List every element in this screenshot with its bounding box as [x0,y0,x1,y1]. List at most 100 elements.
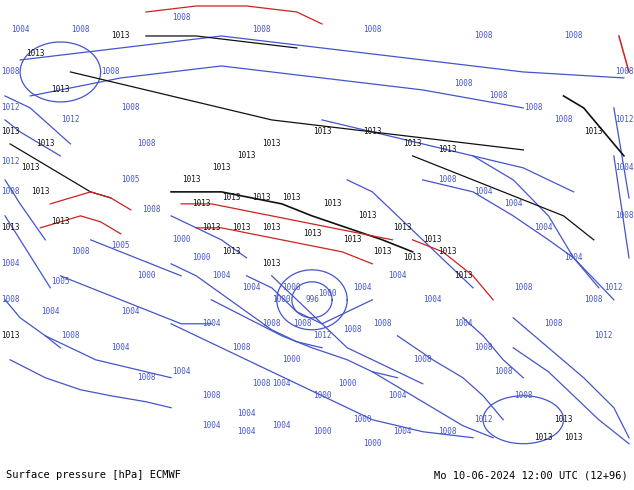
Text: 996: 996 [305,295,319,304]
Text: 1004: 1004 [504,199,522,208]
Text: 1008: 1008 [137,140,155,148]
Text: 1013: 1013 [222,194,241,202]
Text: 1000: 1000 [313,391,332,400]
Text: 1008: 1008 [615,211,633,220]
Text: 1008: 1008 [564,31,583,41]
Text: 1013: 1013 [202,223,221,232]
Text: 1013: 1013 [232,223,251,232]
Text: 1004: 1004 [424,295,442,304]
Text: 1000: 1000 [137,271,155,280]
Text: 1008: 1008 [101,68,120,76]
Text: 1005: 1005 [51,277,70,286]
Text: 1008: 1008 [494,368,512,376]
Text: 1012: 1012 [474,415,492,424]
Text: 1008: 1008 [489,92,507,100]
Text: 1013: 1013 [454,271,472,280]
Text: 1000: 1000 [273,295,291,304]
Text: 1013: 1013 [262,259,281,269]
Text: 1008: 1008 [439,427,457,436]
Text: 1000: 1000 [313,427,332,436]
Text: 1004: 1004 [112,343,130,352]
Text: 1013: 1013 [363,127,382,136]
Text: 1013: 1013 [237,151,256,160]
Text: 1004: 1004 [11,25,29,34]
Text: 1012: 1012 [605,283,623,293]
Text: 1013: 1013 [534,433,553,442]
Text: 1004: 1004 [454,319,472,328]
Text: 1008: 1008 [1,187,19,196]
Text: 1004: 1004 [202,319,221,328]
Text: 1012: 1012 [313,331,332,340]
Text: 1013: 1013 [192,199,210,208]
Text: 1008: 1008 [1,295,19,304]
Text: 1008: 1008 [142,205,160,214]
Text: 1000: 1000 [318,289,336,298]
Text: 1013: 1013 [51,85,70,95]
Text: 1013: 1013 [36,140,55,148]
Text: 1008: 1008 [615,68,633,76]
Text: 1004: 1004 [122,307,140,316]
Text: 1013: 1013 [554,415,573,424]
Text: Surface pressure [hPa] ECMWF: Surface pressure [hPa] ECMWF [6,470,181,480]
Text: 1013: 1013 [393,223,412,232]
Text: 1013: 1013 [21,163,39,172]
Text: 1013: 1013 [1,223,19,232]
Text: 1005: 1005 [112,242,130,250]
Text: 1012: 1012 [61,116,80,124]
Text: 1004: 1004 [1,259,19,269]
Text: 1008: 1008 [262,319,281,328]
Text: 1004: 1004 [273,421,291,430]
Text: 1008: 1008 [544,319,563,328]
Text: 1008: 1008 [363,25,382,34]
Text: 1013: 1013 [262,140,281,148]
Text: 1013: 1013 [403,253,422,262]
Text: 1008: 1008 [71,25,90,34]
Text: 1008: 1008 [343,325,361,334]
Text: 1013: 1013 [222,247,241,256]
Text: 1013: 1013 [313,127,332,136]
Text: 1013: 1013 [424,235,442,245]
Text: 1012: 1012 [1,157,19,167]
Text: 1013: 1013 [564,433,583,442]
Text: 1004: 1004 [393,427,412,436]
Text: 1008: 1008 [61,331,80,340]
Text: 1013: 1013 [182,175,200,184]
Text: 1008: 1008 [514,283,533,293]
Text: 1000: 1000 [338,379,356,388]
Text: 1013: 1013 [343,235,361,245]
Text: 1012: 1012 [595,331,613,340]
Text: 1008: 1008 [554,116,573,124]
Text: 1008: 1008 [293,319,311,328]
Text: 1005: 1005 [122,175,140,184]
Text: 1013: 1013 [262,223,281,232]
Text: 1013: 1013 [439,247,457,256]
Text: 1008: 1008 [252,25,271,34]
Text: 1013: 1013 [112,31,130,41]
Text: 1000: 1000 [192,253,210,262]
Text: 1008: 1008 [413,355,432,364]
Text: 1004: 1004 [237,427,256,436]
Text: 1004: 1004 [564,253,583,262]
Text: 1013: 1013 [323,199,341,208]
Text: 1012: 1012 [615,116,633,124]
Text: 1013: 1013 [1,331,19,340]
Text: 1008: 1008 [474,31,492,41]
Text: Mo 10-06-2024 12:00 UTC (12+96): Mo 10-06-2024 12:00 UTC (12+96) [434,470,628,480]
Text: 1004: 1004 [534,223,553,232]
Text: 1013: 1013 [31,187,49,196]
Text: 1008: 1008 [524,103,543,112]
Text: 1004: 1004 [41,307,60,316]
Text: 1008: 1008 [514,391,533,400]
Text: 1004: 1004 [615,163,633,172]
Text: 1004: 1004 [353,283,372,293]
Text: 1013: 1013 [252,194,271,202]
Text: 1013: 1013 [439,146,457,154]
Text: 1004: 1004 [212,271,231,280]
Text: 1013: 1013 [1,127,19,136]
Text: 1000: 1000 [353,415,372,424]
Text: 1013: 1013 [585,127,603,136]
Text: 1008: 1008 [232,343,251,352]
Text: 1008: 1008 [122,103,140,112]
Text: 1012: 1012 [1,103,19,112]
Text: 1004: 1004 [474,187,492,196]
